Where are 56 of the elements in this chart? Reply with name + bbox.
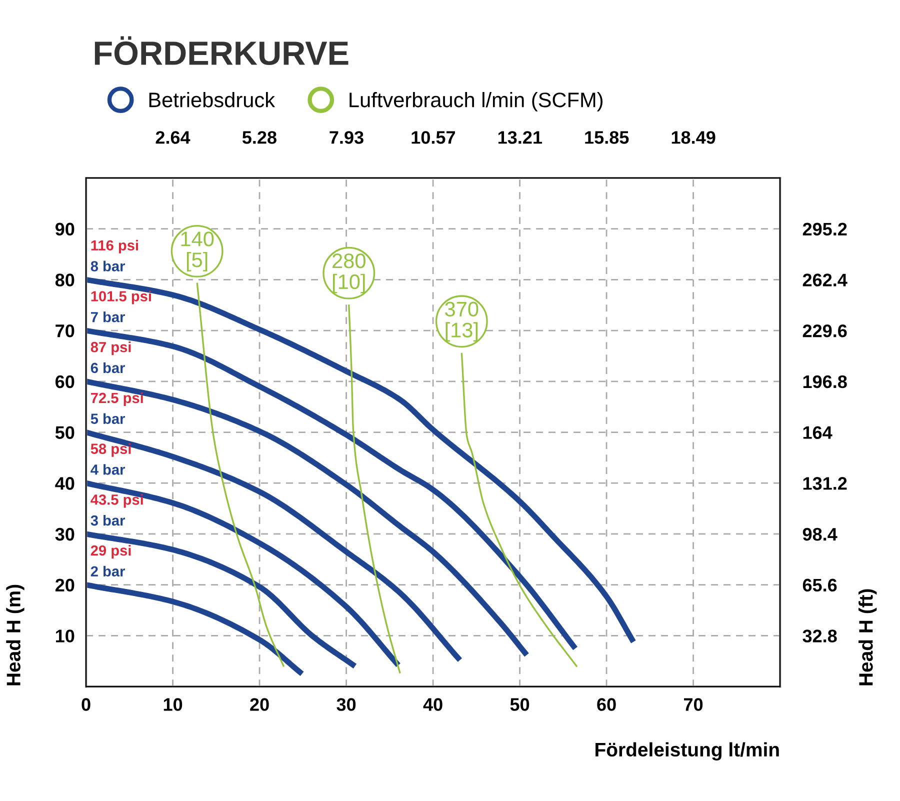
y2-tick-label: 164	[803, 426, 832, 439]
annotation: 4 bar	[90, 464, 126, 475]
annotation: 2 bar	[90, 566, 126, 577]
annotation: 58 psi	[90, 443, 131, 457]
x-tick-label: 50	[510, 698, 530, 711]
y-tick-label: 20	[55, 578, 74, 592]
annotation: 101.5 psi	[91, 290, 151, 304]
annotation: 72.5 psi	[91, 392, 143, 406]
y-tick-label: 30	[55, 528, 74, 541]
annotation: 43.5 psi	[90, 494, 143, 508]
x-tick-label: 0	[82, 698, 90, 711]
y2-tick-label: 131.2	[803, 477, 847, 490]
x2-tick-label: 10.57	[412, 131, 455, 144]
y2-axis-title: Head H (ft)	[858, 589, 877, 686]
y-axis-title: Head H (m)	[6, 584, 24, 686]
x-tick-label: 70	[684, 698, 703, 711]
y2-tick-label: 65.6	[802, 578, 837, 592]
x-tick-label: 20	[250, 698, 269, 711]
y2-tick-label: 196.8	[803, 375, 847, 388]
x2-tick-label: 15.85	[585, 131, 629, 144]
y2-tick-label: 229.6	[802, 324, 847, 338]
annotation: 140 [5]	[181, 232, 214, 272]
y-tick-label: 60	[56, 375, 74, 388]
annotation: 6 bar	[90, 362, 126, 374]
y-tick-label: 40	[55, 477, 74, 490]
annotation: 116 psi	[91, 240, 138, 254]
annotation: 7 bar	[91, 312, 126, 322]
x2-tick-label: 2.64	[156, 131, 190, 144]
annotation: 370 [13]	[445, 302, 478, 342]
annotation: 5 bar	[90, 413, 126, 424]
y-tick-label: 50	[55, 426, 74, 439]
annotation: 87 psi	[90, 342, 131, 356]
y2-tick-label: 295.2	[802, 222, 847, 236]
y-tick-label: 10	[56, 630, 74, 642]
chart-title: FÖRDERKURVE	[94, 36, 348, 66]
x2-tick-label: 5.28	[242, 131, 276, 144]
x-tick-label: 60	[597, 698, 616, 711]
x-tick-label: 40	[423, 698, 442, 711]
y-tick-label: 90	[55, 222, 74, 236]
annotation: 3 bar	[90, 514, 126, 526]
annotation: 29 psi	[90, 544, 131, 559]
x-tick-label: 30	[336, 698, 356, 711]
x2-tick-label: 13.21	[498, 131, 542, 144]
y-tick-label: 70	[56, 324, 74, 338]
y-tick-label: 80	[55, 274, 74, 286]
annotation: 280 [10]	[332, 253, 366, 294]
x-axis-title: Fördeleistung lt/min	[596, 742, 779, 760]
legend-label: Luftverbrauch l/min (SCFM)	[350, 92, 603, 112]
x2-tick-label: 7.93	[330, 131, 364, 144]
y2-tick-label: 262.4	[802, 274, 848, 286]
y2-tick-label: 32.8	[802, 630, 837, 642]
annotation: 8 bar	[90, 260, 126, 272]
y2-tick-label: 98.4	[802, 528, 838, 541]
legend-label: Betriebsdruck	[149, 92, 276, 108]
x-tick-label: 10	[164, 698, 182, 711]
x2-tick-label: 18.49	[672, 131, 716, 144]
